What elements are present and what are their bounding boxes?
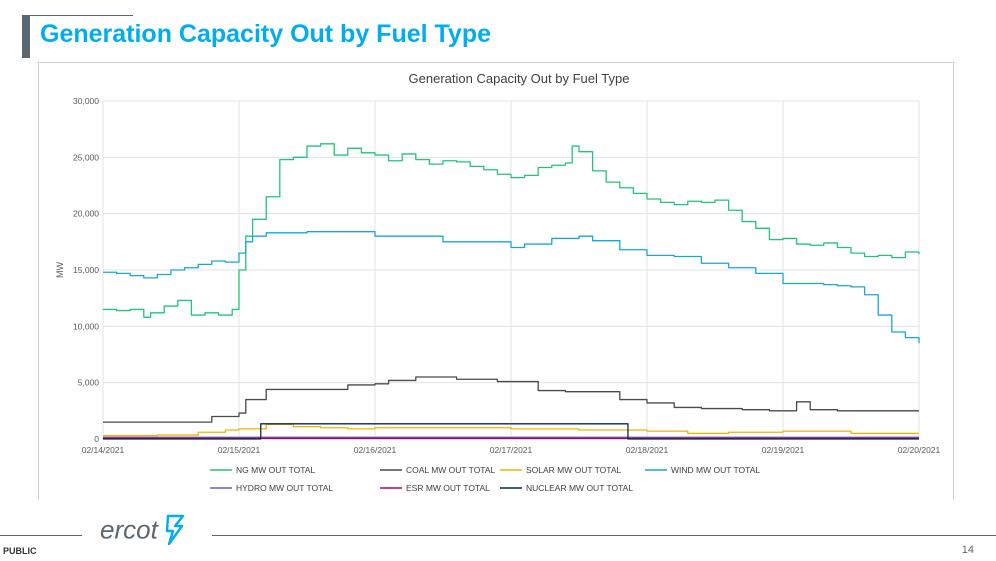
public-classification-label: PUBLIC — [3, 546, 37, 556]
title-accent-bar — [22, 15, 30, 58]
x-tick-label: 02/20/2021 — [898, 445, 941, 455]
series-line-solar-mw-out-total — [103, 423, 919, 437]
y-tick-label: 30,000 — [73, 96, 99, 106]
capacity-out-line-chart: Generation Capacity Out by Fuel Type 0 5,0… — [55, 71, 941, 493]
x-tick-label: 02/15/2021 — [218, 445, 261, 455]
title-top-line — [30, 15, 133, 16]
legend-label-solar-mw-out-total: SOLAR MW OUT TOTAL — [526, 465, 622, 475]
legend-label-wind-mw-out-total: WIND MW OUT TOTAL — [671, 465, 760, 475]
legend-label-hydro-mw-out-total: HYDRO MW OUT TOTAL — [236, 483, 333, 493]
x-tick-label: 02/17/2021 — [490, 445, 533, 455]
logo-wordmark: ercot — [100, 514, 158, 545]
y-tick-label: 15,000 — [73, 265, 99, 275]
x-tick-label: 02/14/2021 — [82, 445, 125, 455]
series-line-ng-mw-out-total — [103, 143, 920, 318]
legend-label-ng-mw-out-total: NG MW OUT TOTAL — [236, 465, 315, 475]
slide-title: Generation Capacity Out by Fuel Type — [40, 20, 492, 48]
lightning-bolt-icon — [166, 514, 185, 546]
y-tick-label: 5,000 — [78, 378, 100, 388]
chart-frame: Generation Capacity Out by Fuel Type 0 5,0… — [38, 62, 954, 500]
series-line-nuclear-mw-out-total — [103, 423, 919, 440]
y-axis-label: MW — [55, 262, 65, 278]
y-tick-label: 10,000 — [73, 321, 99, 331]
legend-label-nuclear-mw-out-total: NUCLEAR MW OUT TOTAL — [526, 483, 633, 493]
y-tick-label: 25,000 — [73, 152, 99, 162]
chart-title: Generation Capacity Out by Fuel Type — [409, 71, 630, 86]
x-tick-label: 02/19/2021 — [762, 445, 805, 455]
series-line-coal-mw-out-total — [103, 376, 919, 423]
footer-divider-right — [212, 535, 996, 536]
x-tick-label: 02/18/2021 — [626, 445, 669, 455]
page-number: 14 — [961, 544, 974, 556]
legend-label-coal-mw-out-total: COAL MW OUT TOTAL — [406, 465, 496, 475]
series-line-wind-mw-out-total — [103, 231, 920, 344]
x-tick-label: 02/16/2021 — [354, 445, 397, 455]
y-tick-label: 0 — [94, 434, 99, 444]
ercot-logo: ercot — [100, 513, 186, 557]
footer-divider-left — [0, 535, 82, 536]
y-tick-label: 20,000 — [73, 209, 99, 219]
legend-label-esr-mw-out-total: ESR MW OUT TOTAL — [406, 483, 490, 493]
